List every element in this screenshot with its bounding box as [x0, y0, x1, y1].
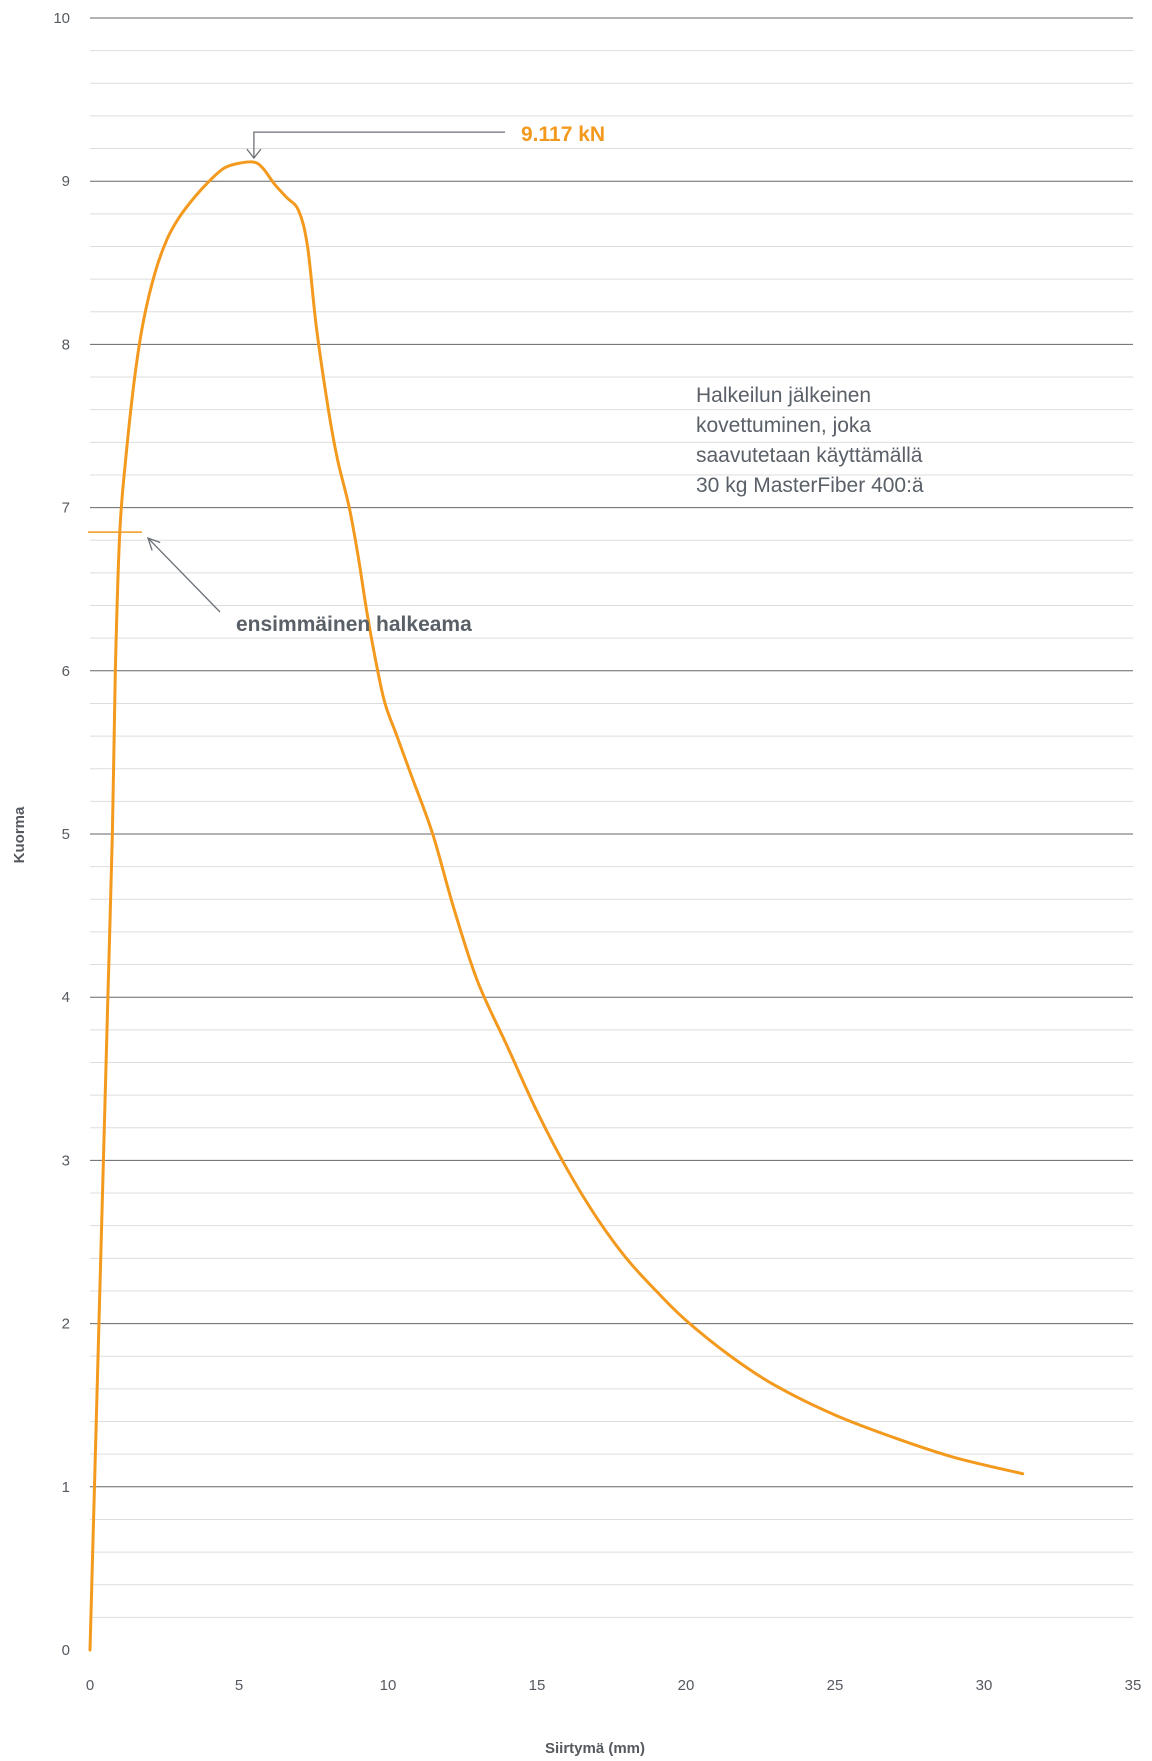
x-tick-label: 20 — [678, 1677, 695, 1694]
x-tick-label: 25 — [827, 1677, 844, 1694]
y-tick-label: 7 — [62, 500, 70, 517]
y-axis-title: Kuorma — [11, 806, 28, 863]
y-tick-label: 9 — [62, 173, 70, 190]
note-line-4: 30 kg MasterFiber 400:ä — [696, 474, 924, 497]
note-line-2: kovettuminen, joka — [696, 414, 871, 437]
y-axis-ticks: 0 1 2 3 4 5 6 7 8 9 10 — [53, 10, 70, 1659]
major-gridlines — [90, 17, 1133, 1488]
y-tick-label: 10 — [53, 10, 70, 27]
x-tick-label: 30 — [976, 1677, 993, 1694]
first-crack-label: ensimmäinen halkeama — [236, 613, 472, 636]
load-curve-line — [88, 160, 1025, 1652]
y-tick-label: 6 — [62, 663, 70, 680]
y-tick-label: 5 — [62, 826, 70, 843]
first-crack-arrow-head — [146, 537, 161, 551]
y-tick-label: 2 — [62, 1316, 70, 1333]
x-axis-ticks: 0 5 10 15 20 25 30 35 — [86, 1677, 1142, 1694]
y-tick-label: 3 — [62, 1152, 70, 1169]
y-tick-label: 4 — [62, 989, 70, 1006]
peak-leader-line — [253, 131, 505, 159]
y-tick-label: 0 — [62, 1642, 70, 1659]
x-tick-label: 5 — [235, 1677, 243, 1694]
peak-value-label: 9.117 kN — [521, 123, 605, 146]
y-tick-label: 8 — [62, 336, 70, 353]
x-tick-label: 15 — [529, 1677, 546, 1694]
x-tick-label: 0 — [86, 1677, 94, 1694]
x-tick-label: 35 — [1125, 1677, 1142, 1694]
x-tick-label: 10 — [380, 1677, 397, 1694]
note-line-3: saavutetaan käyttämällä — [696, 444, 923, 467]
peak-arrow-head — [246, 148, 262, 160]
minor-gridlines — [90, 50, 1133, 1618]
x-axis-title: Siirtymä (mm) — [545, 1740, 645, 1757]
first-crack-arrow — [147, 537, 221, 613]
note-line-1: Halkeilun jälkeinen — [696, 384, 871, 407]
y-tick-label: 1 — [62, 1479, 70, 1496]
